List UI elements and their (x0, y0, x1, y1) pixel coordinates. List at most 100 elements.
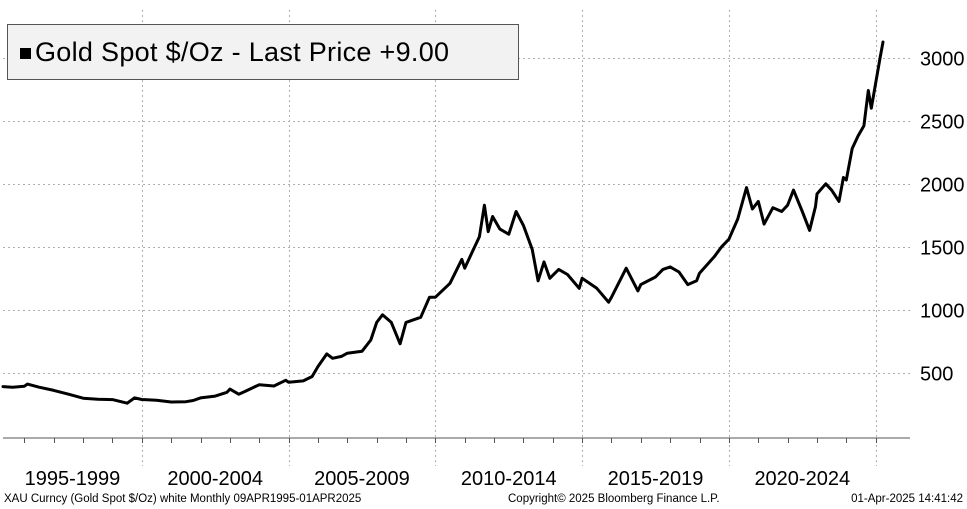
gold-price-point (772, 207, 774, 209)
gold-price-point (508, 233, 510, 235)
x-period-label: 2010-2014 (461, 468, 557, 490)
gold-price-point (473, 248, 474, 250)
gold-price-point (699, 272, 700, 274)
gold-price-point (311, 376, 313, 377)
gold-price-point (26, 383, 28, 385)
x-period-label: 1995-1999 (25, 468, 121, 490)
gold-price-point (870, 107, 872, 109)
legend-marker (20, 47, 31, 59)
gold-price-point (405, 321, 407, 323)
gold-price-point (816, 193, 818, 195)
y-tick-label: 2000 (920, 175, 965, 197)
footer-security-info: XAU Curncy (Gold Spot $/Oz) white Monthl… (4, 493, 362, 505)
gold-price-point (757, 200, 759, 202)
gold-price-point (370, 339, 372, 341)
gold-price-point (851, 148, 853, 149)
gold-price-point (53, 389, 55, 391)
y-tick-label: 1000 (920, 301, 965, 323)
gold-price-point (420, 316, 422, 318)
gold-price-point (12, 386, 14, 388)
gold-price-point (611, 296, 612, 298)
gold-price-point (678, 271, 680, 273)
gold-price-point (801, 211, 803, 212)
gold-price-point (549, 277, 551, 279)
y-tick-label: 3000 (920, 49, 965, 71)
gold-price-point (696, 280, 698, 282)
gold-price-point (214, 395, 216, 397)
gold-price-point (637, 290, 639, 292)
gold-price-point (478, 236, 480, 238)
gold-price-point (361, 350, 363, 352)
gold-price-point (640, 284, 642, 286)
gold-price-point (449, 282, 451, 284)
gold-price-point (831, 189, 833, 191)
gold-price-point (399, 343, 401, 345)
gold-price-point (728, 238, 730, 240)
gold-price-point (662, 268, 664, 270)
gold-price-point (332, 357, 334, 359)
gold-price-point (464, 267, 466, 269)
gold-price-point (845, 179, 847, 181)
x-period-label: 2000-2004 (167, 468, 263, 490)
gold-price-point (625, 267, 627, 269)
gold-price-point (515, 211, 517, 212)
gold-price-point (558, 268, 560, 270)
footer-copyright: Copyright© 2025 Bloomberg Finance L.P. (508, 493, 720, 505)
gold-price-point (596, 287, 598, 289)
gold-price-point (537, 280, 539, 282)
y-tick-label: 1500 (920, 238, 965, 260)
gold-price-point (492, 216, 494, 217)
gold-price-point (567, 274, 568, 275)
gold-price-point (763, 223, 765, 225)
x-period-label: 2005-2009 (314, 468, 410, 490)
gold-price-point (429, 296, 430, 298)
x-axis-period-labels: 1995-1999 2000-2004 2005-2009 2010-2014 2015… (25, 468, 851, 490)
gold-price-point (713, 256, 715, 258)
gold-price-point (285, 379, 287, 381)
gold-price-point (499, 228, 501, 230)
gold-price-point (882, 41, 884, 43)
gold-price-point (687, 284, 689, 286)
gold-price-point (461, 258, 463, 260)
gold-price-point (581, 277, 583, 279)
gold-price-point (522, 224, 524, 226)
y-tick-label: 2500 (920, 112, 965, 134)
gold-price-point (302, 380, 304, 382)
gold-price-point (669, 266, 671, 268)
gold-price-point (857, 135, 859, 137)
gold-price-point (721, 246, 723, 248)
gold-price-point (863, 125, 865, 127)
gold-price-point (751, 208, 753, 210)
gold-price-point (746, 187, 747, 189)
y-tick-label: 500 (920, 364, 953, 386)
gold-price-point (185, 401, 187, 403)
gold-price-point (376, 321, 378, 323)
gold-price-point (608, 301, 610, 303)
gold-price-point (867, 90, 869, 91)
gold-price-series-line (1, 40, 885, 405)
gold-price-point (258, 384, 260, 386)
x-axis-minor-ticks (24, 438, 877, 443)
gold-price-point (346, 352, 348, 354)
gold-price-point (825, 183, 827, 185)
gold-price-point (815, 206, 816, 207)
gold-price-point (340, 355, 342, 357)
gold-price-point (97, 398, 99, 400)
gold-price-point (317, 366, 319, 367)
gold-price-point (793, 189, 794, 191)
gold-price-point (578, 287, 580, 289)
gold-price-point (192, 400, 194, 401)
gold-price-point (273, 385, 275, 387)
gold-price-point (2, 386, 4, 388)
gold-price-point (737, 218, 739, 220)
gold-price-point (655, 276, 656, 278)
gold-price-point (38, 386, 40, 388)
gold-price-point (82, 397, 84, 399)
gold-price-point (809, 229, 811, 231)
gold-price-point (390, 321, 392, 323)
gold-price-point (244, 391, 246, 393)
gold-price-point (170, 401, 172, 403)
gold-price-point (156, 399, 157, 401)
gold-price-point (434, 296, 436, 298)
